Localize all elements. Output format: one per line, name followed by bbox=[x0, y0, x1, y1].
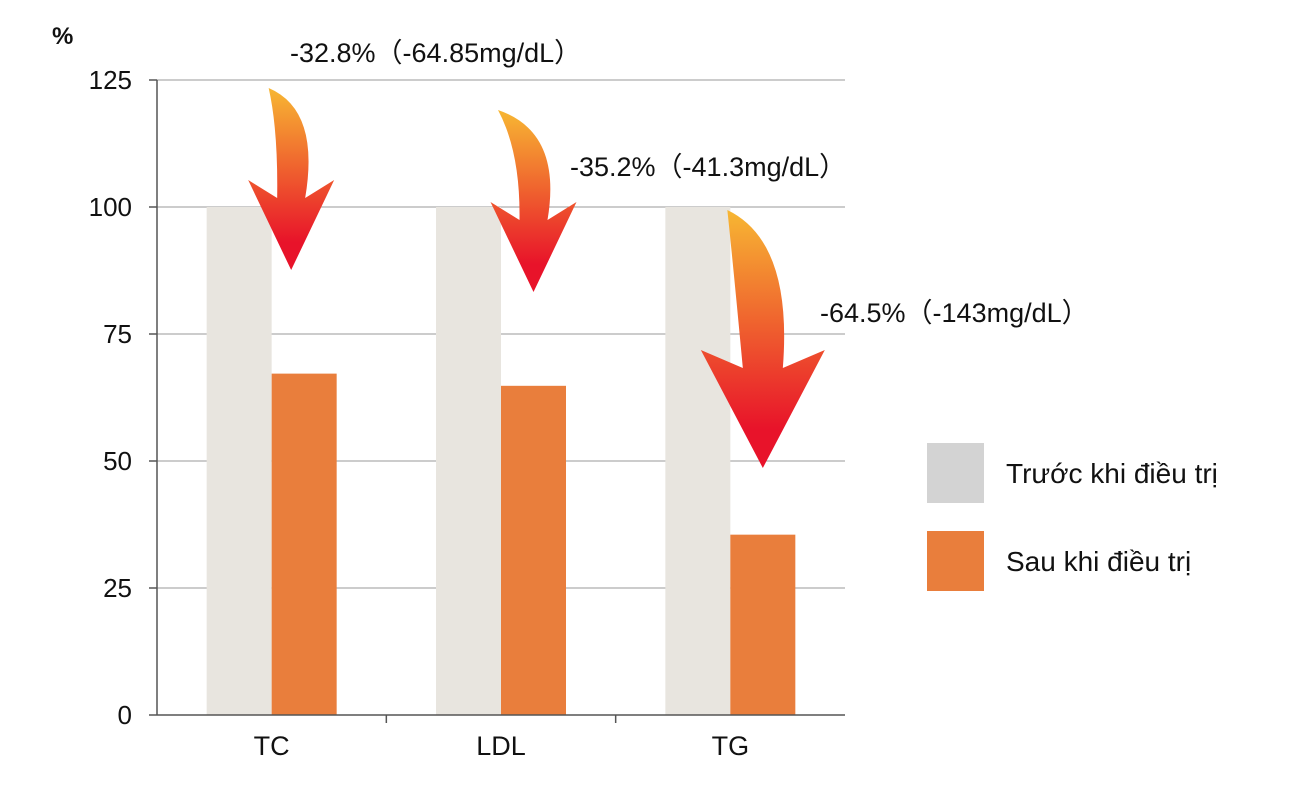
legend: Trước khi điều trị Sau khi điều trị bbox=[927, 443, 1218, 591]
bar-tg-series-1 bbox=[665, 207, 731, 715]
y-tick-label: 125 bbox=[89, 65, 132, 95]
arrow-tc bbox=[248, 88, 335, 270]
annotation-ldl: -35.2%（-41.3mg/dL） bbox=[570, 152, 846, 182]
x-tick-label: TG bbox=[712, 731, 750, 761]
legend-swatch-1 bbox=[927, 443, 984, 503]
axes: % bbox=[52, 23, 845, 716]
legend-label-2: Sau khi điều trị bbox=[1006, 546, 1191, 577]
bars bbox=[206, 207, 796, 715]
bar-tc-series-2 bbox=[271, 373, 337, 715]
arrow-ldl bbox=[490, 110, 577, 292]
y-tick-label: 25 bbox=[103, 573, 132, 603]
legend-swatch-2 bbox=[927, 531, 984, 591]
y-tick-label: 75 bbox=[103, 319, 132, 349]
arrows bbox=[248, 88, 825, 468]
y-tick-labels: 0 25 50 75 100 125 bbox=[89, 65, 132, 730]
x-tick-label: TC bbox=[254, 731, 290, 761]
bar-tc-series-1 bbox=[206, 207, 272, 715]
y-tick-label: 0 bbox=[118, 700, 132, 730]
bar-tg-series-2 bbox=[730, 534, 796, 715]
arrow-tg bbox=[700, 210, 825, 468]
y-unit-label: % bbox=[52, 23, 73, 50]
y-tick-label: 100 bbox=[89, 192, 132, 222]
annotations: -32.8%（-64.85mg/dL） -35.2%（-41.3mg/dL） -64… bbox=[290, 38, 1089, 328]
x-tick-labels: TC LDL TG bbox=[254, 731, 749, 761]
bar-ldl-series-1 bbox=[436, 207, 501, 715]
bar-ldl-series-2 bbox=[501, 385, 566, 715]
annotation-tg: -64.5%（-143mg/dL） bbox=[820, 298, 1089, 328]
x-tick-label: LDL bbox=[476, 731, 526, 761]
y-tick-label: 50 bbox=[103, 446, 132, 476]
legend-label-1: Trước khi điều trị bbox=[1006, 458, 1218, 489]
annotation-tc: -32.8%（-64.85mg/dL） bbox=[290, 38, 581, 68]
